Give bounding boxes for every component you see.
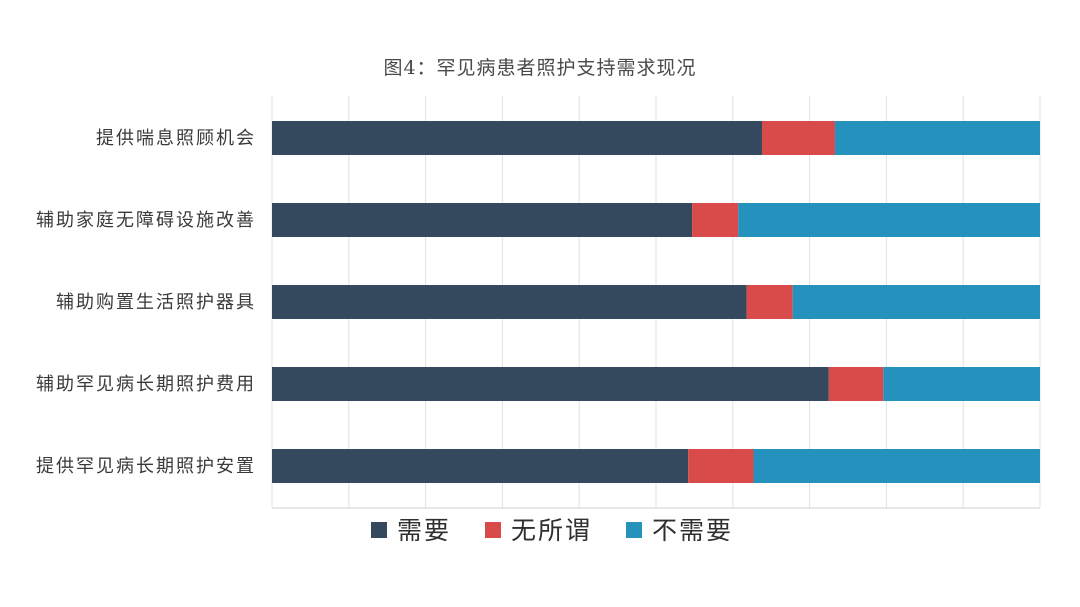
bar-segment xyxy=(272,367,829,401)
bar-segment xyxy=(792,285,1040,319)
bar-segment xyxy=(834,121,1040,155)
bar-segment xyxy=(738,203,1040,237)
legend-swatch xyxy=(371,522,387,538)
bar-segment xyxy=(883,367,1040,401)
bars xyxy=(272,121,1040,483)
category-label: 提供喘息照顾机会 xyxy=(96,128,256,149)
chart-title: 图4：罕见病患者照护支持需求现况 xyxy=(383,57,696,79)
legend-swatch xyxy=(485,522,501,538)
legend-swatch xyxy=(626,522,642,538)
legend: 需要 无所谓 不需要 xyxy=(371,516,733,545)
bar-segment xyxy=(692,203,739,237)
bar-segment xyxy=(272,285,747,319)
category-label: 辅助罕见病长期照护费用 xyxy=(36,374,256,395)
bar-segment xyxy=(761,121,835,155)
bar-segment xyxy=(828,367,884,401)
bar-segment xyxy=(688,449,754,483)
category-label: 辅助家庭无障碍设施改善 xyxy=(36,210,256,231)
legend-label: 需要 xyxy=(397,516,451,545)
bar-segment xyxy=(272,121,762,155)
category-label: 提供罕见病长期照护安置 xyxy=(36,456,256,477)
bar-segment xyxy=(753,449,1040,483)
category-label: 辅助购置生活照护器具 xyxy=(56,292,256,313)
legend-label: 不需要 xyxy=(652,516,733,545)
bar-segment xyxy=(272,449,689,483)
bar-segment xyxy=(272,203,693,237)
category-labels: 提供喘息照顾机会辅助家庭无障碍设施改善辅助购置生活照护器具辅助罕见病长期照护费用… xyxy=(36,128,256,477)
bar-segment xyxy=(746,285,793,319)
legend-label: 无所谓 xyxy=(511,516,592,545)
